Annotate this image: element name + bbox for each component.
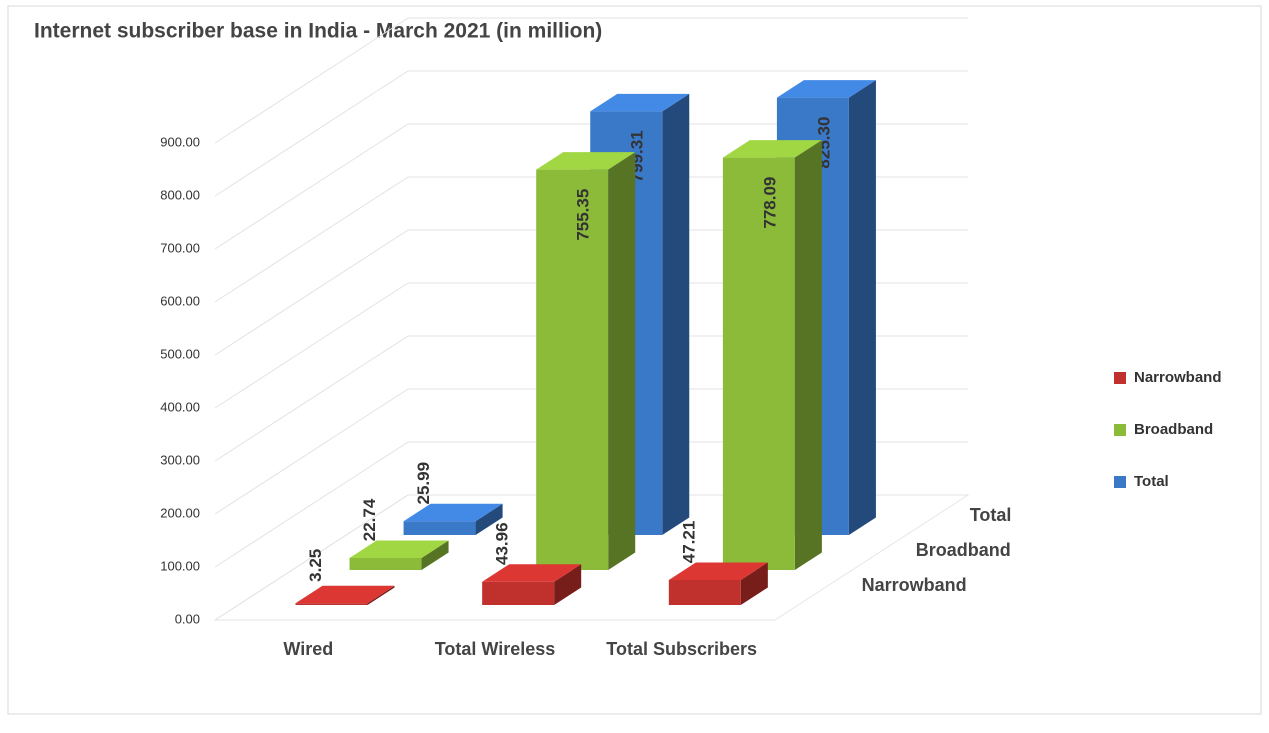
bar-side — [608, 152, 636, 571]
bar-side — [662, 93, 690, 536]
grid-line — [214, 70, 409, 197]
bar-side — [848, 80, 876, 535]
bar-front — [536, 169, 609, 571]
bar-side — [554, 564, 582, 605]
bar-front — [349, 557, 422, 570]
legend-swatch — [1114, 372, 1126, 384]
y-tick-label: 200.00 — [160, 505, 200, 520]
y-tick-label: 400.00 — [160, 399, 200, 414]
grid-line — [214, 494, 409, 621]
bar-front — [482, 581, 555, 605]
grid-line — [214, 229, 409, 356]
legend-label: Total — [1134, 473, 1169, 490]
y-tick-label: 700.00 — [160, 240, 200, 255]
bar-top — [722, 140, 822, 158]
bar-front — [295, 603, 368, 605]
legend-swatch — [1114, 476, 1126, 488]
value-label: 3.25 — [306, 549, 325, 582]
y-tick-label: 100.00 — [160, 558, 200, 573]
x-tick-label: Total Subscribers — [606, 639, 757, 659]
depth-label: Narrowband — [862, 575, 967, 595]
legend-label: Narrowband — [1134, 369, 1222, 386]
grid-line — [214, 388, 409, 515]
bar-side — [421, 540, 449, 570]
grid-line — [214, 335, 409, 462]
y-tick-label: 800.00 — [160, 187, 200, 202]
value-label: 25.99 — [414, 462, 433, 505]
y-tick-label: 900.00 — [160, 134, 200, 149]
y-tick-label: 300.00 — [160, 452, 200, 467]
grid-line — [214, 441, 409, 568]
value-label: 47.21 — [679, 521, 698, 564]
bar-top — [482, 564, 582, 582]
legend-label: Broadband — [1134, 421, 1213, 438]
bar-front — [403, 521, 476, 535]
bar-top — [590, 93, 690, 112]
bar-side — [367, 585, 395, 605]
bar-top — [776, 80, 876, 98]
depth-label: Total — [970, 505, 1012, 525]
value-label: 43.96 — [493, 522, 512, 565]
grid-line — [214, 282, 409, 409]
bar-top — [536, 152, 636, 170]
value-label: 755.35 — [574, 189, 593, 241]
grid-line — [214, 123, 409, 250]
chart-title: Internet subscriber base in India - Marc… — [34, 20, 602, 43]
y-tick-label: 600.00 — [160, 293, 200, 308]
bar-top — [403, 503, 503, 522]
value-label: 22.74 — [360, 498, 379, 541]
x-tick-label: Total Wireless — [435, 639, 556, 659]
depth-label: Broadband — [916, 540, 1011, 560]
bar-top — [295, 585, 395, 604]
legend-swatch — [1114, 424, 1126, 436]
y-tick-label: 500.00 — [160, 346, 200, 361]
y-tick-label: 0.00 — [175, 611, 200, 626]
grid-line — [214, 176, 409, 303]
bar-side — [475, 503, 503, 535]
value-label: 778.09 — [760, 177, 779, 229]
grid-line — [214, 17, 409, 144]
bar-side — [794, 140, 822, 570]
x-tick-label: Wired — [283, 639, 333, 659]
bar-top — [668, 562, 768, 580]
bar-side — [740, 562, 768, 605]
bar-top — [349, 540, 449, 558]
bar-front — [722, 157, 795, 570]
bar-front — [668, 579, 741, 605]
